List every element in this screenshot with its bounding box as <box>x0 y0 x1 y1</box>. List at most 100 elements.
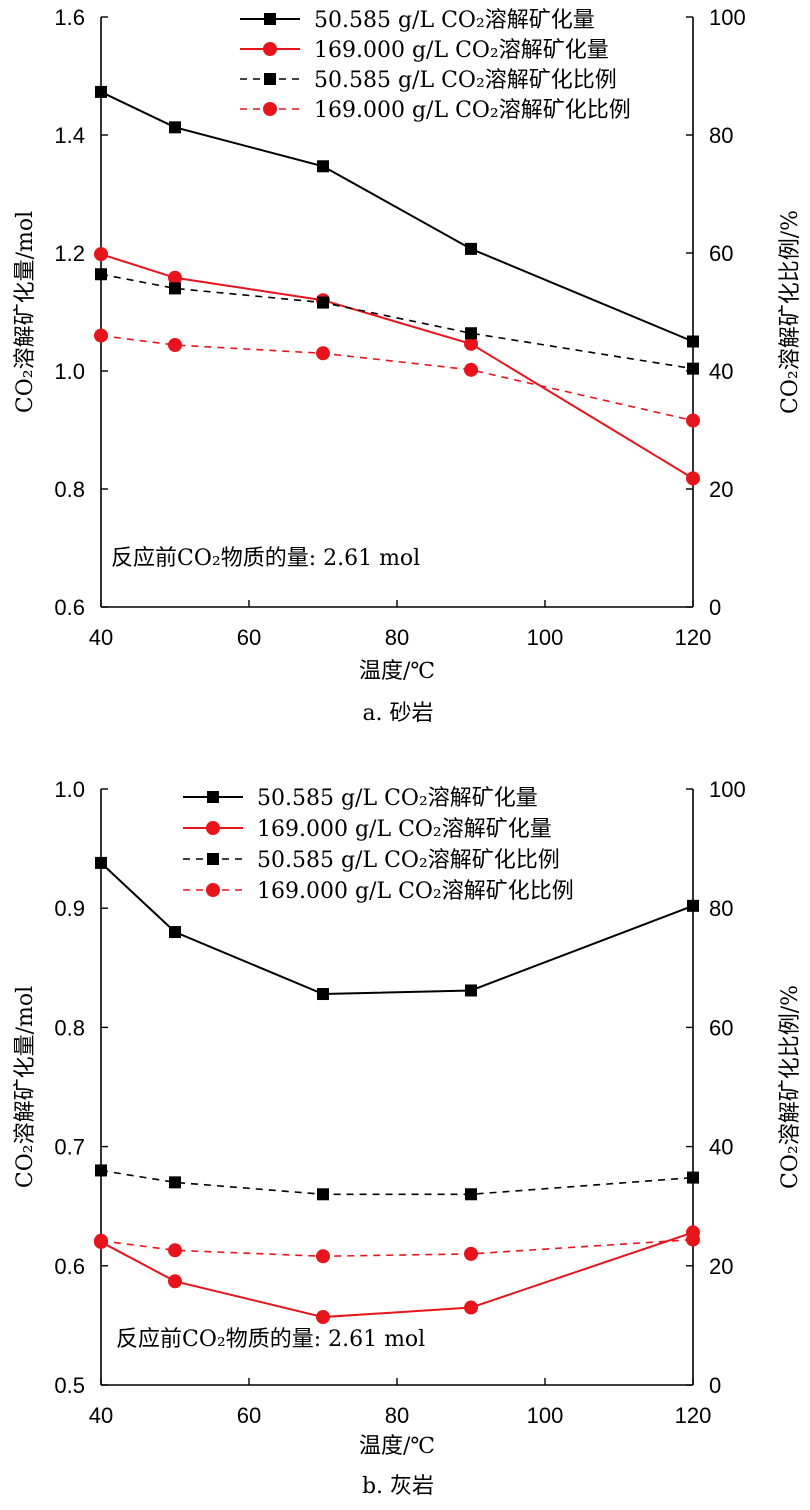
series-3 <box>94 1232 700 1264</box>
legend-entry: 50.585 g/L CO₂溶解矿化比例 <box>240 68 617 93</box>
y-left-tick-label: 0.9 <box>54 896 85 921</box>
legend-entry: 50.585 g/L CO₂溶解矿化比例 <box>183 848 560 873</box>
annotation-initial-co2: 反应前CO₂物质的量: 2.61 mol <box>111 546 420 571</box>
legend-label: 50.585 g/L CO₂溶解矿化量 <box>314 8 595 33</box>
legend-marker <box>206 821 220 835</box>
y-right-tick-label: 100 <box>709 777 746 802</box>
legend-marker <box>264 13 276 25</box>
data-point <box>317 988 329 1001</box>
y-right-tick-label: 100 <box>709 5 746 30</box>
data-point <box>168 1243 182 1258</box>
chart-a-sandstone: 40 60 80 100 120 0.6 0.8 1.0 1.2 1.4 1.6 0 20 40 60 80 1… <box>13 5 803 726</box>
x-tick-label: 80 <box>385 1403 409 1428</box>
y-right-tick-label: 20 <box>709 477 733 502</box>
data-point <box>168 270 182 285</box>
data-point <box>317 296 329 309</box>
legend-marker <box>207 853 219 865</box>
series-2 <box>95 1164 699 1201</box>
y-left-tick-label: 0.6 <box>54 595 85 620</box>
data-point <box>317 1188 329 1201</box>
y-right-tick-label: 80 <box>709 896 733 921</box>
data-point <box>95 268 107 281</box>
chart-b-limestone: 40 60 80 100 120 0.5 0.6 0.7 0.8 0.9 1.0 0 20 40 60 80 1… <box>13 777 803 1499</box>
x-axis-title: 温度/℃ <box>359 659 435 684</box>
y-left-tick-label: 0.6 <box>54 1254 85 1279</box>
x-tick-label: 100 <box>527 1403 564 1428</box>
y-left-tick-label: 1.0 <box>54 777 85 802</box>
legend-entry: 169.000 g/L CO₂溶解矿化比例 <box>240 98 631 123</box>
legend-label: 50.585 g/L CO₂溶解矿化比例 <box>314 68 617 93</box>
data-point <box>687 1171 699 1184</box>
series-line <box>100 91 694 343</box>
x-tick-label: 60 <box>237 1403 261 1428</box>
data-point <box>316 1310 330 1325</box>
y-right-tick-label: 60 <box>709 1015 733 1040</box>
data-point <box>168 1274 182 1289</box>
series-1 <box>94 247 700 486</box>
y-right-tick-label: 20 <box>709 1254 733 1279</box>
data-point <box>687 335 699 348</box>
data-point <box>95 1164 107 1177</box>
y-left-tick-label: 0.7 <box>54 1135 85 1160</box>
x-tick-label: 40 <box>89 625 113 650</box>
data-point <box>465 1188 477 1201</box>
x-tick-label: 60 <box>237 625 261 650</box>
series-line <box>100 253 694 480</box>
series-line <box>100 334 694 422</box>
series-3 <box>94 328 700 428</box>
data-point <box>316 346 330 361</box>
x-tick-label: 100 <box>527 625 564 650</box>
data-point <box>687 899 699 912</box>
y-right-tick-label: 0 <box>709 595 721 620</box>
data-point <box>465 327 477 340</box>
data-point <box>169 1176 181 1189</box>
y-right-tick-label: 40 <box>709 1135 733 1160</box>
y-left-tick-label: 1.2 <box>54 241 85 266</box>
data-point <box>169 121 181 134</box>
legend-marker <box>263 42 277 56</box>
data-point <box>464 1246 478 1261</box>
series-0 <box>95 85 699 348</box>
legend-entry: 50.585 g/L CO₂溶解矿化量 <box>183 786 538 811</box>
x-tick-label: 80 <box>385 625 409 650</box>
x-tick-label: 120 <box>675 1403 712 1428</box>
legend-label: 169.000 g/L CO₂溶解矿化比例 <box>314 98 631 123</box>
legend-entry: 169.000 g/L CO₂溶解矿化比例 <box>183 879 574 904</box>
legend-label: 50.585 g/L CO₂溶解矿化量 <box>257 786 538 811</box>
legend-label: 50.585 g/L CO₂溶解矿化比例 <box>257 848 560 873</box>
data-point <box>95 856 107 869</box>
data-point <box>464 1300 478 1315</box>
legend-marker <box>206 883 220 897</box>
series-2 <box>95 268 699 375</box>
legend-label: 169.000 g/L CO₂溶解矿化量 <box>314 38 609 63</box>
legend-entry: 169.000 g/L CO₂溶解矿化量 <box>240 38 609 63</box>
y-right-tick-label: 60 <box>709 241 733 266</box>
series-line <box>100 1231 694 1319</box>
y-right-tick-label: 40 <box>709 359 733 384</box>
x-tick-label: 120 <box>675 625 712 650</box>
data-point <box>94 328 108 343</box>
y-left-tick-label: 1.0 <box>54 359 85 384</box>
legend-marker <box>264 73 276 85</box>
chart-caption: b. 灰岩 <box>362 1474 434 1499</box>
y-right-axis-title: CO₂溶解矿化比例/% <box>778 210 803 414</box>
series-line <box>100 1238 694 1258</box>
data-point <box>168 338 182 353</box>
y-right-tick-label: 80 <box>709 123 733 148</box>
data-point <box>686 413 700 428</box>
legend-label: 169.000 g/L CO₂溶解矿化量 <box>257 817 552 842</box>
y-left-tick-label: 1.4 <box>54 123 85 148</box>
legend-entry: 50.585 g/L CO₂溶解矿化量 <box>240 8 595 33</box>
legend-entry: 169.000 g/L CO₂溶解矿化量 <box>183 817 552 842</box>
series-line <box>100 1169 694 1196</box>
data-point <box>94 247 108 262</box>
legend-label: 169.000 g/L CO₂溶解矿化比例 <box>257 879 574 904</box>
data-point <box>95 85 107 98</box>
data-point <box>169 926 181 939</box>
chart-caption: a. 砂岩 <box>362 701 433 726</box>
series-0 <box>95 856 699 1001</box>
data-point <box>317 160 329 173</box>
data-point <box>465 242 477 255</box>
y-left-axis-title: CO₂溶解矿化量/mol <box>13 986 38 1188</box>
